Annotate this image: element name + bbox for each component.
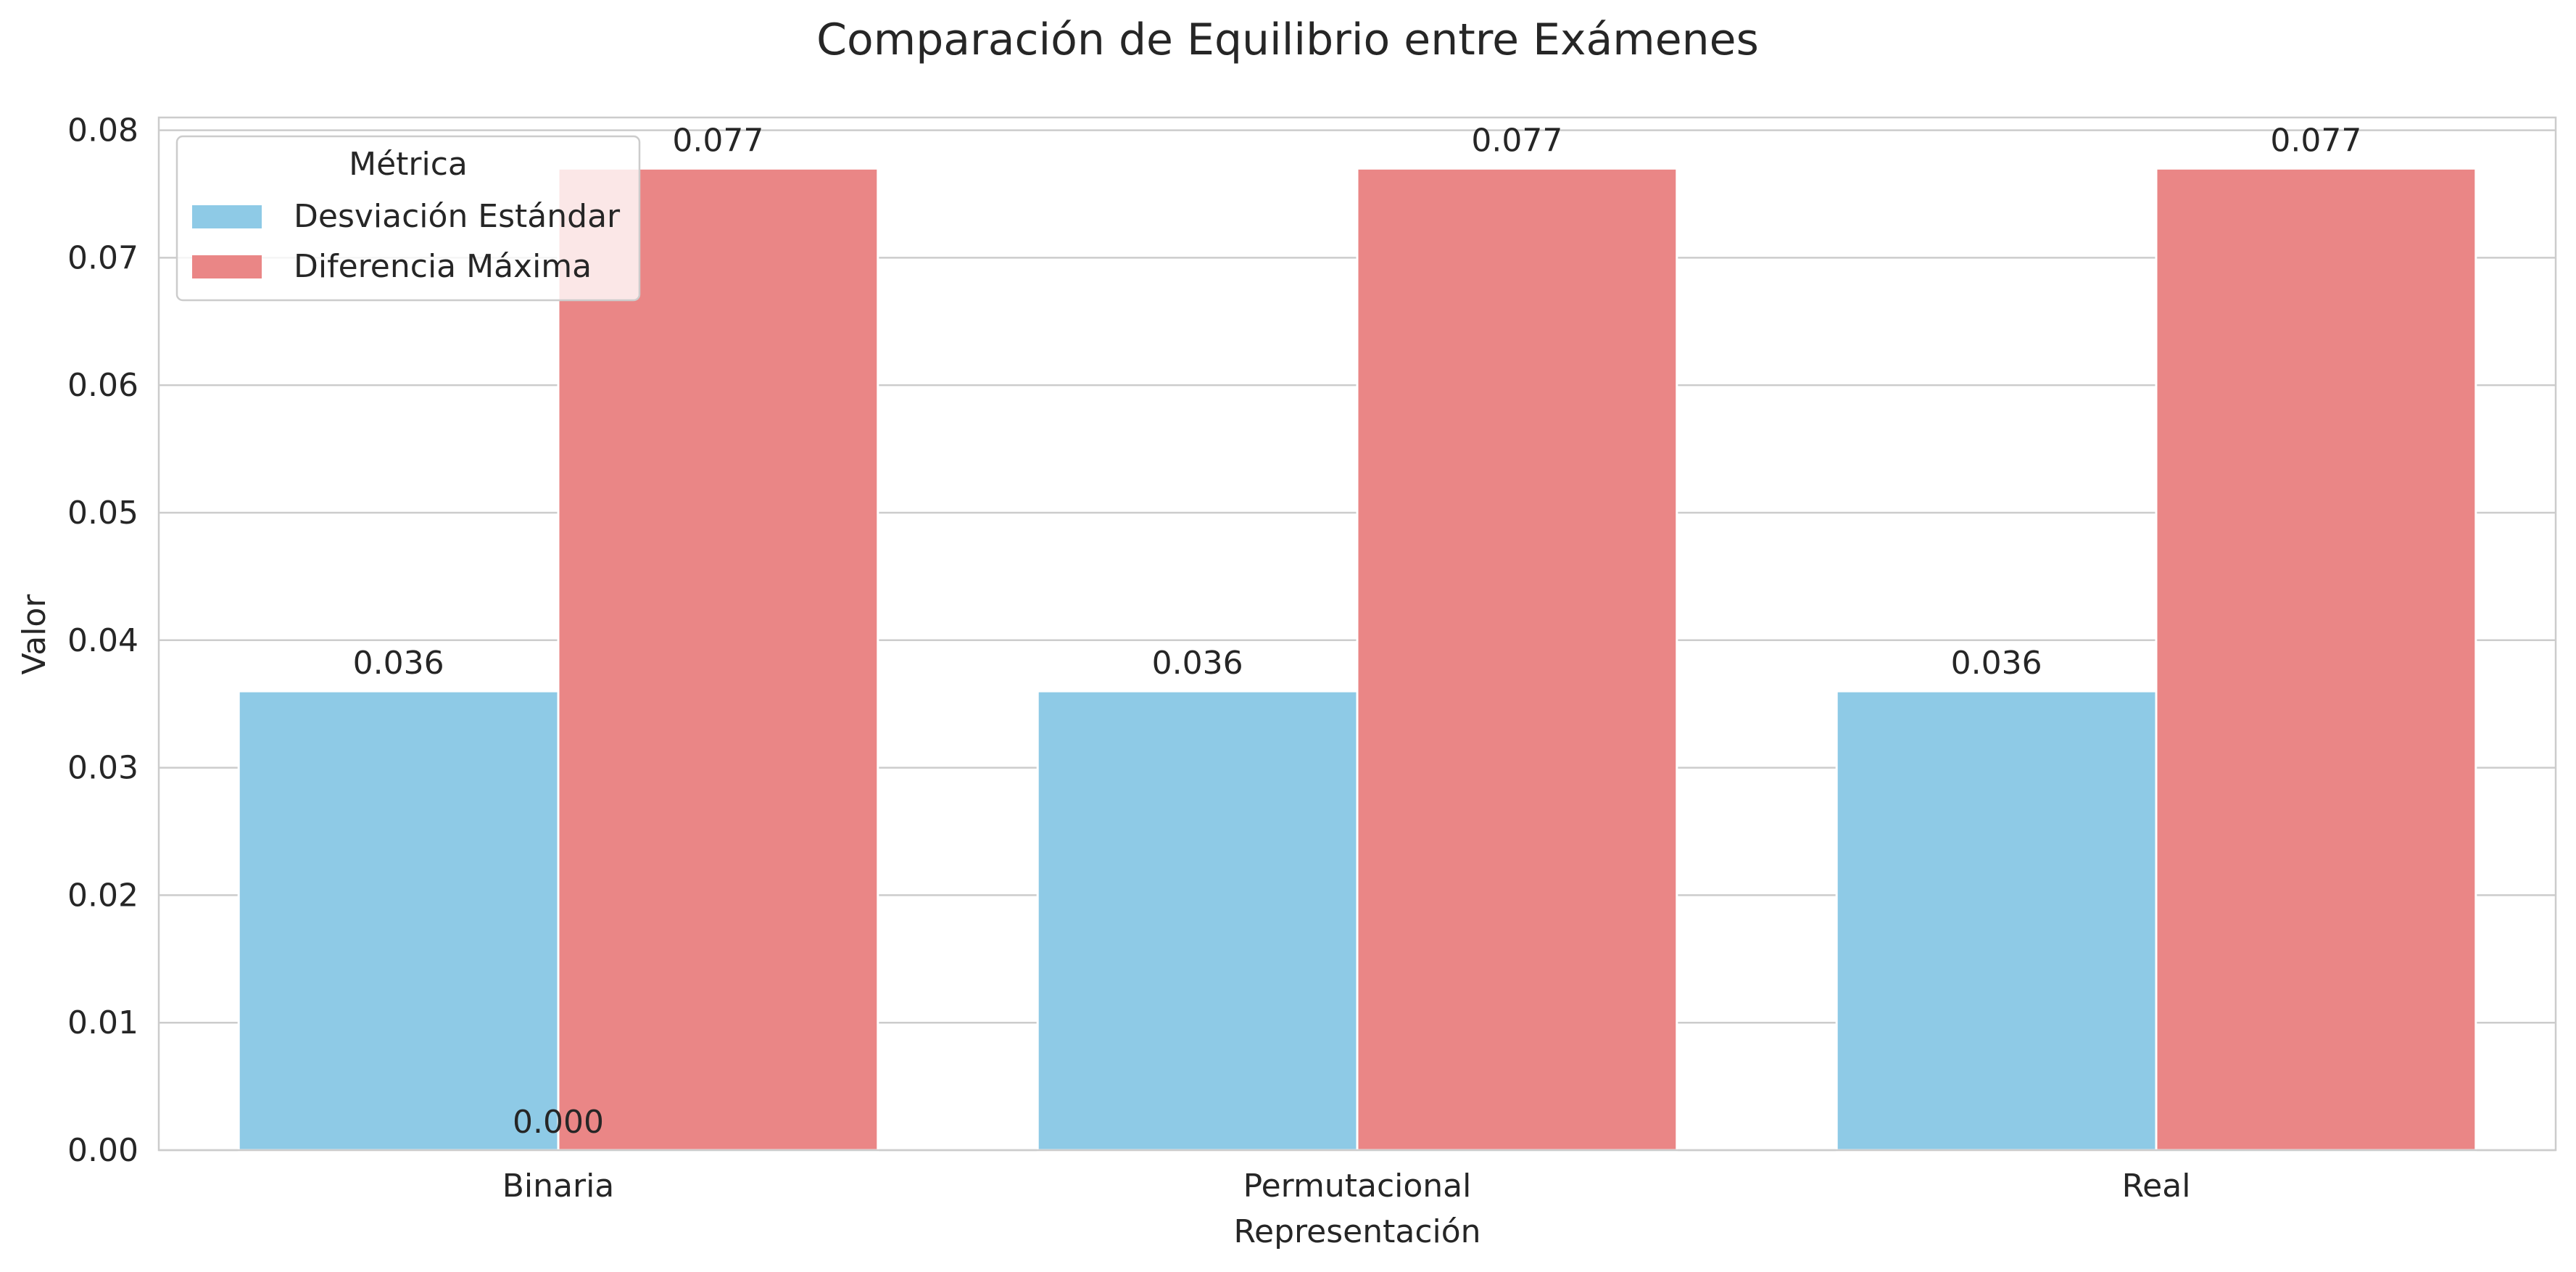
- bar-desviacion-1: [1036, 690, 1359, 1152]
- data-labels: 0.036 0.036 0.036 0.077 0.077 0.077 0.000: [353, 122, 2362, 1141]
- x-tick-label: Real: [2122, 1168, 2191, 1205]
- legend-swatch: [192, 255, 262, 278]
- y-tick-label: 0.01: [67, 1004, 138, 1041]
- data-label: 0.077: [672, 122, 763, 159]
- data-label: 0.036: [353, 645, 444, 682]
- y-axis-ticks: 0.00 0.01 0.02 0.03 0.04 0.05 0.06 0.07 0.08: [67, 112, 138, 1169]
- data-label: 0.036: [1951, 645, 2042, 682]
- x-axis-label: Representación: [1233, 1213, 1480, 1250]
- y-tick-label: 0.04: [67, 622, 138, 659]
- plot-frame: [157, 116, 2557, 1152]
- y-tick-label: 0.03: [67, 750, 138, 787]
- bar-diferencia-0: [557, 167, 879, 1152]
- x-axis-ticks: Binaria Permutacional Real: [502, 1168, 2191, 1205]
- y-tick-label: 0.02: [67, 877, 138, 914]
- zero-annotation: 0.000: [513, 1104, 604, 1141]
- bar-diferencia-1: [1356, 167, 1678, 1152]
- x-tick-label: Permutacional: [1243, 1168, 1472, 1205]
- bar-desviacion-0: [237, 690, 560, 1152]
- y-tick-label: 0.00: [67, 1132, 138, 1169]
- legend-label: Diferencia Máxima: [294, 248, 592, 285]
- x-tick-label: Binaria: [502, 1168, 615, 1205]
- bars: [237, 167, 2477, 1152]
- bar-diferencia-2: [2155, 167, 2477, 1152]
- chart-title: Comparación de Equilibrio entre Exámenes: [816, 15, 1759, 65]
- data-label: 0.036: [1152, 645, 1243, 682]
- y-axis-label: Valor: [16, 594, 53, 675]
- legend-items: Desviación Estándar Diferencia Máxima: [192, 198, 621, 285]
- y-tick-label: 0.07: [67, 239, 138, 276]
- bar-desviacion-2: [1835, 690, 2158, 1152]
- legend-label: Desviación Estándar: [294, 198, 621, 235]
- y-tick-label: 0.06: [67, 367, 138, 404]
- legend-box: [175, 135, 641, 302]
- data-label: 0.077: [2270, 122, 2361, 159]
- data-label: 0.077: [1471, 122, 1562, 159]
- legend-title: Métrica: [349, 146, 468, 183]
- y-tick-label: 0.05: [67, 495, 138, 532]
- legend-swatch: [192, 205, 262, 228]
- y-tick-label: 0.08: [67, 112, 138, 149]
- legend: Métrica Desviación Estándar Diferencia Má…: [175, 135, 641, 302]
